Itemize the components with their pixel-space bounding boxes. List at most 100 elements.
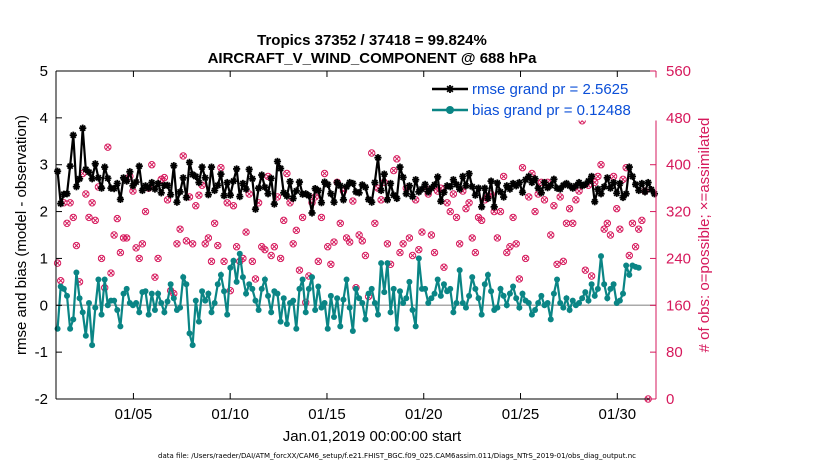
obs-count-point	[192, 202, 200, 210]
obs-count-point	[104, 143, 112, 151]
obs-count-point	[525, 193, 533, 201]
bias-point	[594, 285, 601, 292]
rmse-point	[255, 184, 263, 192]
rmse-point	[79, 124, 87, 132]
obs-count-point	[355, 231, 363, 239]
obs-count-point	[195, 191, 203, 199]
bias-point	[180, 274, 187, 281]
obs-count-point	[399, 240, 407, 248]
rmse-point	[396, 163, 404, 171]
bias-point	[230, 257, 237, 264]
bias-point	[475, 295, 482, 302]
rmse-point	[471, 191, 479, 199]
bias-point	[243, 290, 250, 297]
rmse-point	[440, 188, 448, 196]
rmse-point	[434, 173, 442, 181]
bias-point	[252, 297, 259, 304]
obs-count-point	[317, 213, 326, 222]
bias-point	[63, 292, 70, 299]
obs-count-point	[220, 257, 228, 266]
rmse-point	[239, 179, 247, 188]
bias-point	[466, 292, 473, 299]
bias-point	[324, 325, 331, 332]
bias-point	[151, 306, 158, 313]
rmse-point	[173, 198, 181, 206]
axes: 01/05 01/10 01/15 01/20 01/25 01/30 -2 -1 0 1 2 3 4 5…	[35, 63, 691, 423]
bias-point	[356, 295, 363, 302]
obs-count-point	[430, 248, 439, 257]
obs-count-point	[465, 199, 473, 207]
obs-count-point	[82, 190, 90, 198]
rmse-point	[462, 182, 470, 190]
obs-count-point	[280, 216, 288, 225]
bias-point	[387, 309, 394, 316]
obs-count-point	[214, 241, 222, 250]
rmse-point	[217, 170, 225, 178]
bias-point	[331, 314, 338, 320]
bias-point	[409, 306, 416, 313]
rmse-point	[377, 186, 385, 195]
bias-point	[560, 304, 567, 311]
rmse-point	[449, 176, 457, 184]
rmse-point	[242, 185, 250, 193]
bias-point	[302, 309, 309, 316]
rmse-point	[628, 172, 637, 181]
obs-count-point	[298, 213, 307, 222]
bias-point	[199, 288, 206, 295]
bias-point	[626, 271, 633, 278]
rmse-point	[368, 198, 376, 206]
bias-point	[425, 299, 432, 306]
rmse-point	[550, 175, 558, 183]
bias-point	[588, 281, 595, 288]
obs-count-point	[182, 237, 191, 245]
rmse-point	[245, 165, 253, 173]
rmse-point	[408, 192, 417, 201]
obs-count-point	[371, 219, 379, 227]
obs-count-point	[179, 152, 187, 160]
rmse-point	[286, 177, 294, 186]
obs-count-point	[176, 225, 184, 233]
obs-count-point	[462, 204, 470, 213]
bias-point	[365, 290, 372, 297]
rmse-point	[490, 203, 498, 211]
bias-point	[431, 290, 438, 297]
bias-point	[513, 295, 520, 302]
rmse-point	[597, 190, 605, 198]
y2-tick-label: 0	[666, 391, 674, 408]
bias-point	[221, 288, 228, 295]
obs-count-point	[547, 231, 555, 239]
bias-point	[283, 321, 290, 328]
rmse-point	[179, 174, 187, 182]
bias-point	[582, 289, 589, 296]
bias-point	[70, 316, 77, 323]
rmse-point	[295, 178, 304, 186]
obs-count-point	[556, 193, 564, 201]
obs-count-point	[628, 219, 637, 227]
bias-point	[321, 299, 328, 306]
y-tick-label: 4	[40, 110, 48, 127]
bias-point	[484, 271, 491, 278]
obs-count-point	[292, 226, 301, 235]
rmse-point	[594, 185, 602, 193]
y2-tick-label: 480	[666, 110, 691, 127]
obs-count-point	[616, 225, 624, 233]
bias-point	[309, 274, 316, 281]
bias-point	[403, 295, 410, 302]
bias-point	[195, 318, 202, 325]
obs-count-point	[349, 197, 357, 205]
obs-count-point	[396, 248, 404, 257]
obs-count-point	[295, 266, 304, 274]
bias-point	[557, 299, 564, 306]
plot-area	[53, 117, 659, 403]
rmse-point	[154, 179, 162, 188]
x-tick-label: 01/25	[502, 406, 540, 423]
legend-bias-marker	[446, 106, 454, 114]
bias-point	[616, 297, 623, 304]
rmse-point	[317, 199, 326, 207]
bias-point	[214, 281, 221, 288]
rmse-point	[273, 157, 282, 166]
bias-point	[189, 342, 196, 349]
bias-point	[400, 299, 407, 306]
obs-count-point	[346, 238, 354, 246]
rmse-point	[613, 189, 621, 197]
